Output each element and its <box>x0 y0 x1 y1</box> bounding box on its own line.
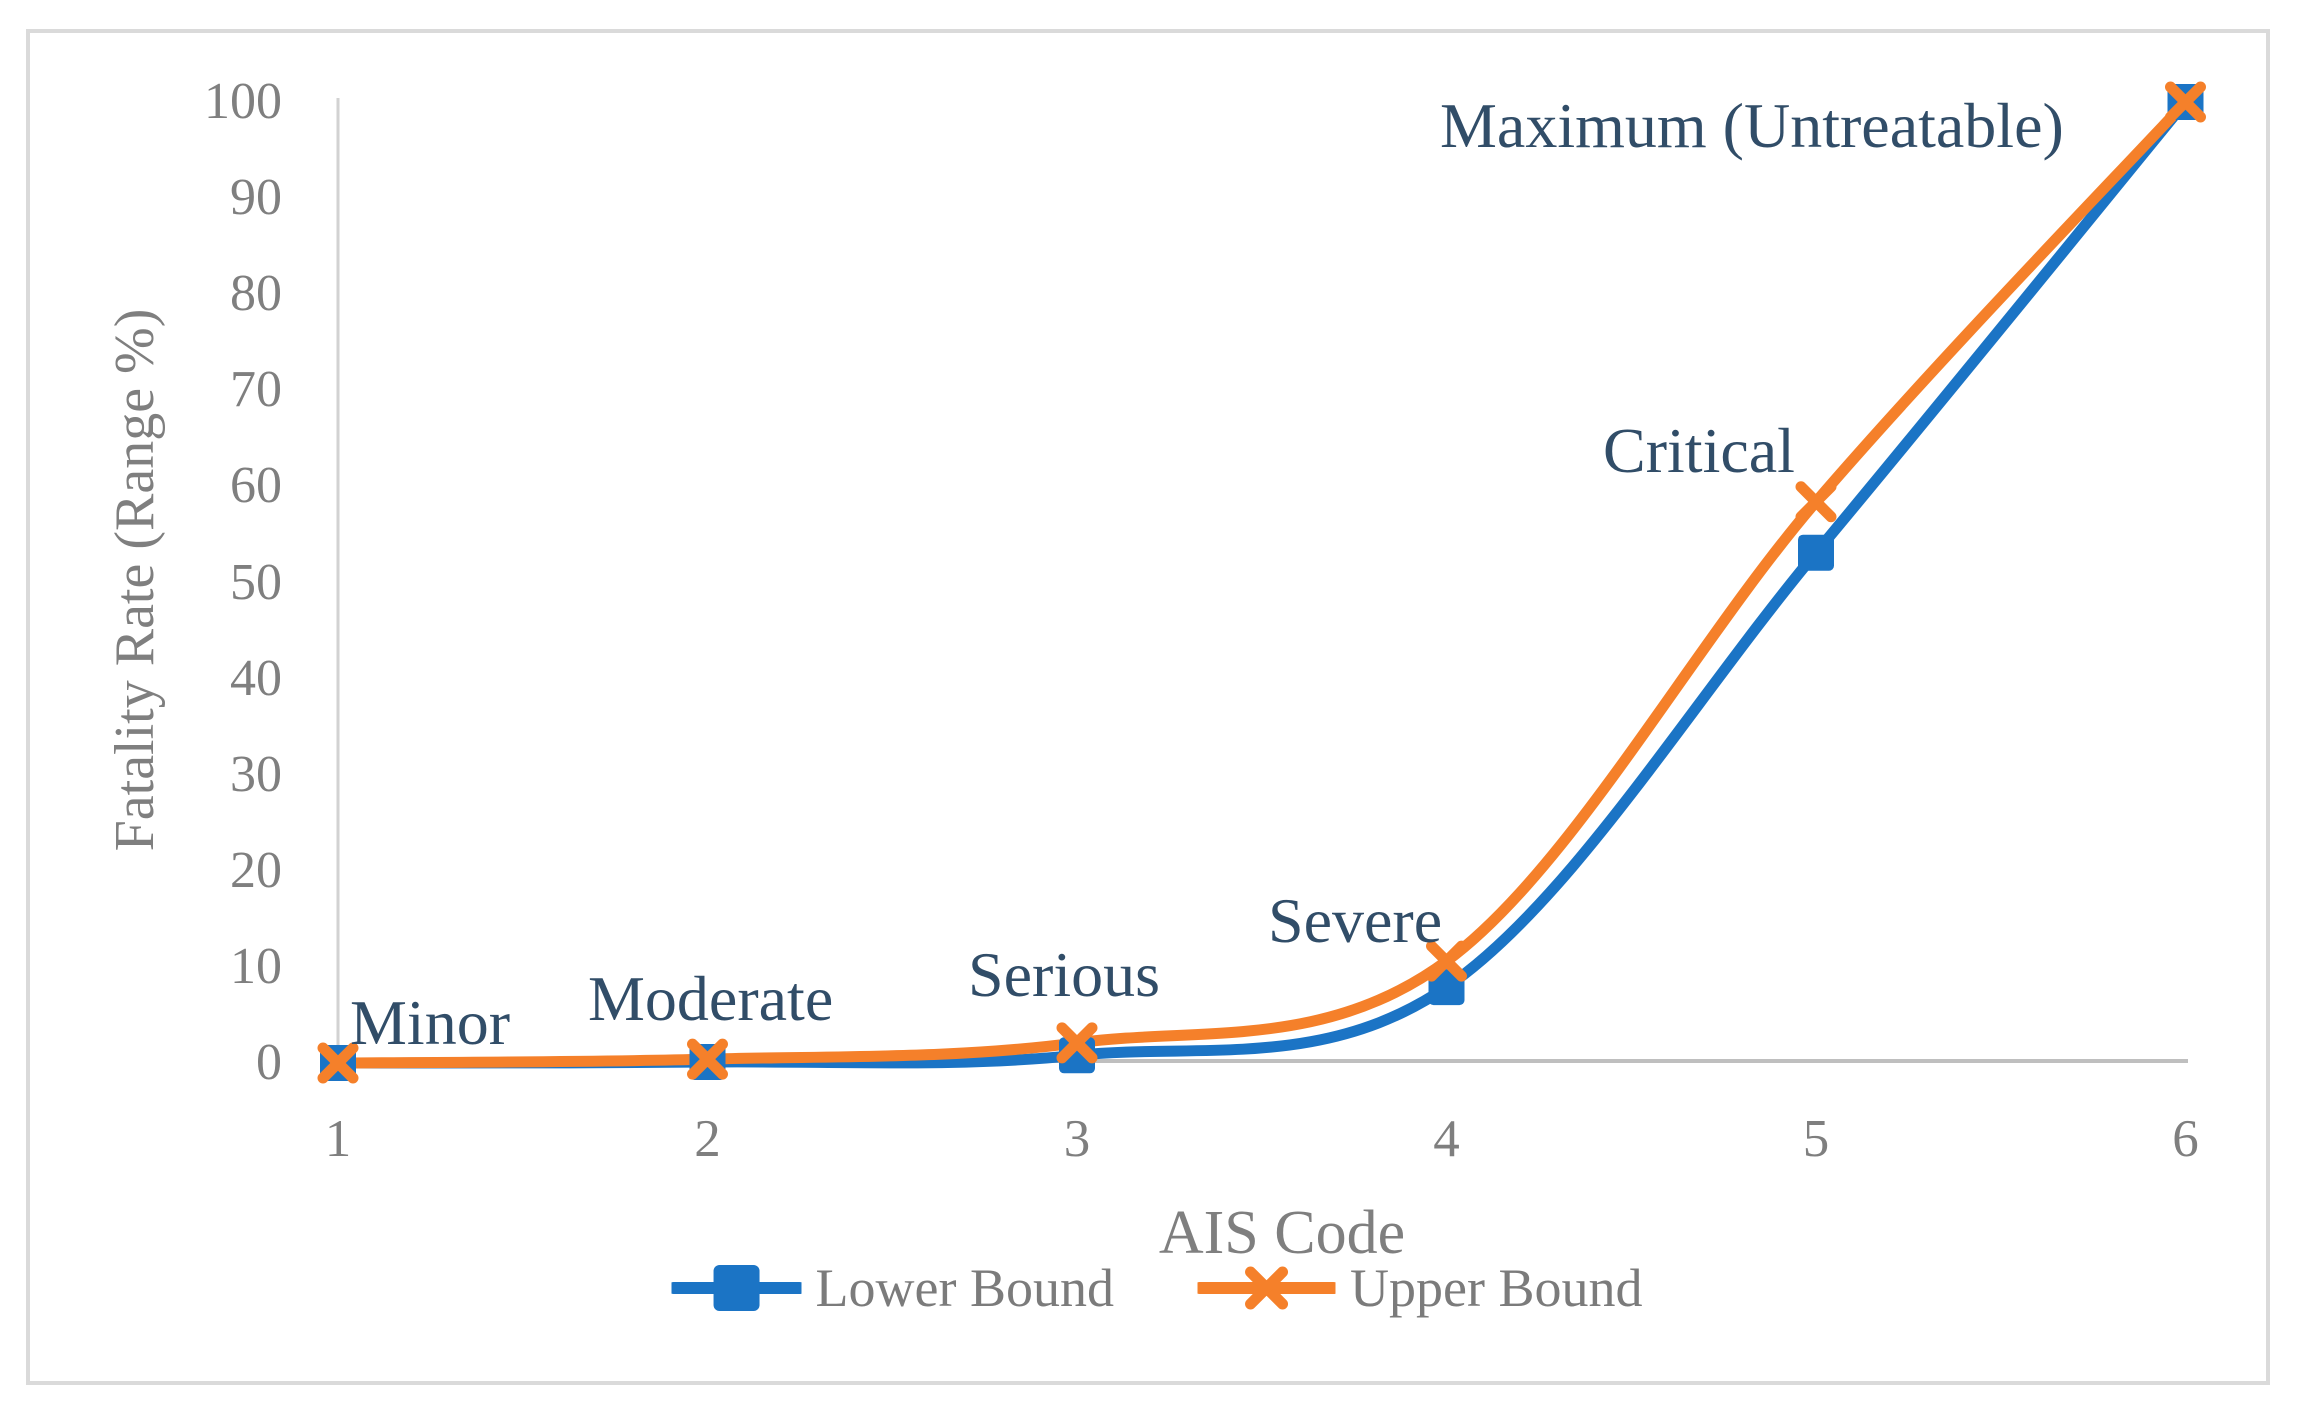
x-marker <box>1795 481 1837 523</box>
y-tick-label: 90 <box>230 169 282 227</box>
chart-border-frame <box>26 29 2270 1385</box>
legend-entry-lower-bound: Lower Bound <box>671 1256 1114 1320</box>
series-line-lower-bound <box>332 96 2191 1069</box>
legend-label-lower-bound: Lower Bound <box>815 1258 1114 1318</box>
legend-entry-upper-bound: Upper Bound <box>1197 1256 1643 1320</box>
y-tick-label: 0 <box>256 1034 282 1091</box>
y-tick-label: 80 <box>230 265 282 323</box>
y-tick-label: 20 <box>230 841 282 899</box>
series-line-upper-bound <box>332 96 2191 1069</box>
legend-label-upper-bound: Upper Bound <box>1349 1258 1643 1318</box>
point-label-maximum-untreatable: Maximum (Untreatable) <box>1440 90 2064 161</box>
point-label-moderate: Moderate <box>588 963 834 1034</box>
x-marker <box>1056 1022 1098 1064</box>
y-tick-label: 10 <box>230 937 282 995</box>
square-marker <box>1428 969 1465 1006</box>
x-tick-label: 4 <box>1433 1110 1460 1168</box>
y-axis-title: Fatality Rate (Range %) <box>104 308 166 852</box>
y-tick-label: 100 <box>204 73 282 130</box>
legend: Lower Bound Upper Bound <box>671 1256 1643 1320</box>
square-marker <box>1798 534 1834 571</box>
point-label-serious: Serious <box>968 939 1160 1010</box>
x-tick-label: 3 <box>1063 1110 1091 1168</box>
y-tick-label: 70 <box>230 361 282 419</box>
x-tick-label: 5 <box>1802 1110 1830 1168</box>
x-marker <box>2165 81 2206 123</box>
y-tick-label: 60 <box>230 457 282 515</box>
x-tick-label: 1 <box>324 1110 352 1168</box>
x-marker <box>317 1042 359 1084</box>
y-tick-label: 30 <box>230 745 282 803</box>
x-axis-title: AIS Code <box>1158 1199 1406 1267</box>
y-tick-label: 50 <box>230 553 282 611</box>
point-label-severe: Severe <box>1268 885 1443 956</box>
point-label-critical: Critical <box>1603 415 1795 486</box>
lower-bound-line-square-marker-icon <box>671 1265 802 1311</box>
x-marker <box>687 1038 728 1080</box>
upper-bound-line-x-marker-icon <box>1197 1266 1336 1310</box>
x-marker <box>1426 940 1467 982</box>
x-tick-label: 2 <box>694 1110 721 1168</box>
x-tick-label: 6 <box>2172 1110 2199 1168</box>
point-label-minor: Minor <box>350 987 510 1058</box>
y-tick-label: 40 <box>230 649 282 707</box>
